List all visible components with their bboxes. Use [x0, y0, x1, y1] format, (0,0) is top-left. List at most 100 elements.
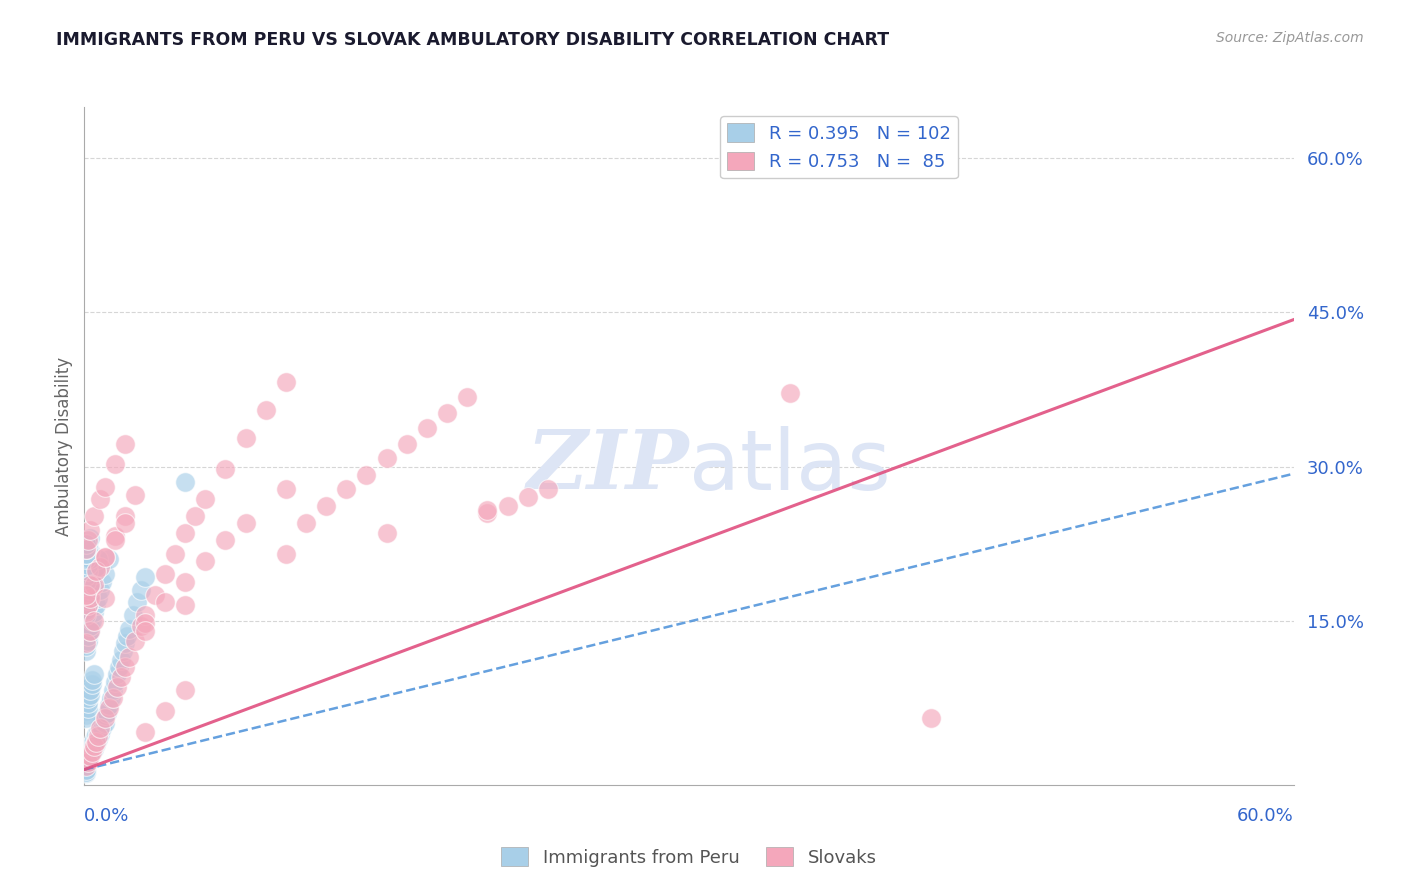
Point — [75, 751, 97, 765]
Point — [75, 708, 97, 723]
Point — [118, 622, 141, 636]
Point — [375, 526, 398, 541]
Point — [77, 564, 100, 578]
Point — [107, 660, 129, 674]
Point — [77, 752, 100, 766]
Point — [89, 718, 111, 732]
Point — [105, 667, 128, 681]
Text: ZIP: ZIP — [526, 426, 689, 507]
Point — [82, 745, 104, 759]
Point — [124, 634, 146, 648]
Point — [77, 747, 100, 761]
Point — [118, 649, 141, 664]
Point — [89, 726, 111, 740]
Point — [121, 608, 143, 623]
Point — [134, 615, 156, 630]
Point — [110, 670, 132, 684]
Point — [174, 475, 197, 489]
Text: Source: ZipAtlas.com: Source: ZipAtlas.com — [1216, 31, 1364, 45]
Point — [93, 549, 115, 564]
Point — [110, 653, 132, 667]
Point — [87, 591, 110, 605]
Point — [79, 624, 101, 638]
Point — [153, 567, 176, 582]
Point — [93, 567, 115, 582]
Point — [89, 582, 111, 597]
Point — [75, 552, 97, 566]
Point — [315, 499, 337, 513]
Point — [82, 745, 104, 759]
Point — [79, 523, 101, 537]
Point — [93, 716, 115, 731]
Point — [114, 636, 136, 650]
Point — [134, 624, 156, 638]
Point — [395, 437, 418, 451]
Point — [75, 574, 97, 589]
Point — [174, 526, 197, 541]
Point — [75, 759, 97, 773]
Point — [87, 552, 110, 566]
Point — [153, 704, 176, 718]
Point — [153, 595, 176, 609]
Point — [114, 508, 136, 523]
Point — [89, 722, 111, 736]
Point — [104, 458, 127, 472]
Point — [97, 701, 120, 715]
Point — [254, 403, 277, 417]
Point — [779, 385, 801, 400]
Point — [214, 461, 236, 475]
Point — [79, 543, 101, 558]
Point — [86, 726, 108, 740]
Point — [496, 499, 519, 513]
Point — [274, 376, 297, 390]
Point — [77, 634, 100, 648]
Point — [87, 731, 110, 746]
Point — [82, 614, 104, 628]
Point — [295, 516, 318, 530]
Point — [83, 737, 105, 751]
Point — [129, 582, 152, 597]
Point — [114, 437, 136, 451]
Point — [375, 451, 398, 466]
Point — [77, 541, 100, 556]
Point — [77, 598, 100, 612]
Point — [75, 765, 97, 780]
Point — [104, 529, 127, 543]
Point — [134, 724, 156, 739]
Text: atlas: atlas — [689, 425, 890, 507]
Point — [83, 508, 105, 523]
Point — [77, 629, 100, 643]
Point — [79, 749, 101, 764]
Point — [79, 749, 101, 764]
Point — [77, 749, 100, 764]
Point — [174, 574, 197, 589]
Point — [165, 547, 187, 561]
Point — [134, 608, 156, 623]
Point — [93, 591, 115, 605]
Point — [79, 683, 101, 698]
Point — [96, 706, 118, 720]
Point — [83, 614, 105, 628]
Point — [129, 619, 152, 633]
Point — [75, 764, 97, 778]
Point — [75, 704, 97, 718]
Point — [477, 502, 499, 516]
Point — [77, 536, 100, 550]
Point — [75, 644, 97, 658]
Point — [79, 591, 101, 605]
Point — [86, 731, 108, 746]
Point — [79, 742, 101, 756]
Point — [77, 696, 100, 710]
Point — [111, 644, 134, 658]
Point — [274, 547, 297, 561]
Point — [77, 756, 100, 770]
Text: 0.0%: 0.0% — [84, 807, 129, 825]
Point — [75, 588, 97, 602]
Point — [97, 552, 120, 566]
Point — [537, 482, 560, 496]
Point — [82, 574, 104, 589]
Point — [100, 690, 122, 705]
Point — [82, 677, 104, 691]
Point — [75, 608, 97, 623]
Point — [114, 660, 136, 674]
